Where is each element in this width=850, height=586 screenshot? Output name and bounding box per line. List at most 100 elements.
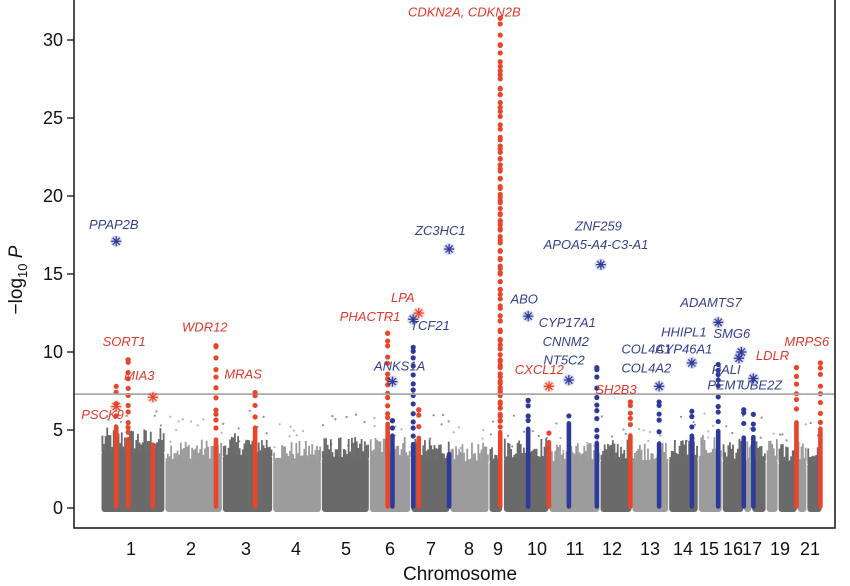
band-spike: [431, 449, 434, 460]
x-tick-label: 11: [566, 539, 585, 559]
snp-point: [679, 415, 683, 418]
band-spike: [766, 450, 769, 460]
locus-snp-point: [793, 406, 800, 412]
snp-point: [155, 410, 158, 413]
band-spike: [433, 445, 436, 460]
snp-point: [373, 417, 376, 420]
band-spike: [475, 460, 478, 463]
band-spike: [175, 453, 177, 460]
locus-snp-point: [213, 417, 219, 423]
lead-snp-star-ray: [148, 393, 157, 402]
locus-snp-point: [497, 104, 503, 111]
x-tick-label: 6: [385, 539, 395, 559]
locus-snp-point: [213, 355, 219, 361]
locus-snp-point: [416, 412, 422, 418]
band-spike: [122, 446, 125, 452]
band-spike: [705, 449, 708, 458]
band-spike: [580, 454, 582, 463]
x-tick-label: 7: [426, 539, 436, 559]
locus-snp-point: [410, 425, 416, 431]
band-spike: [439, 444, 442, 460]
band-spike: [486, 454, 489, 463]
snp-point: [175, 428, 178, 431]
band-spike: [435, 448, 437, 460]
band-spike: [778, 448, 781, 463]
locus-column-bar: [751, 434, 756, 509]
locus-snp-point: [497, 318, 503, 324]
band-spike: [265, 439, 268, 456]
locus-snp-point: [566, 413, 572, 419]
snp-point: [489, 433, 492, 436]
locus-snp-point: [497, 143, 503, 149]
locus-snp-point: [410, 363, 416, 369]
band-spike: [312, 454, 315, 462]
band-spike: [538, 456, 541, 459]
locus-snp-point: [410, 387, 416, 393]
band-spike: [224, 445, 227, 456]
band-spike: [640, 449, 643, 462]
locus-column-bar: [252, 425, 258, 509]
locus-snp-point: [410, 344, 416, 350]
locus-column-bar: [628, 433, 633, 509]
band-spike: [642, 460, 645, 462]
band-spike: [555, 444, 558, 463]
band-spike: [424, 440, 426, 460]
band-spike: [243, 443, 246, 456]
band-spike: [482, 442, 484, 463]
band-spike: [226, 454, 228, 456]
band-spike: [562, 452, 565, 463]
band-spike: [290, 442, 293, 462]
band-spike: [168, 456, 171, 460]
band-spike: [162, 433, 165, 452]
locus-snp-point: [497, 271, 503, 277]
locus-snp-point: [213, 411, 219, 417]
locus-snp-point: [715, 372, 721, 378]
gene-label: SH2B3: [595, 382, 637, 397]
band-spike: [379, 441, 382, 458]
x-tick-label: 2: [186, 539, 196, 559]
band-spike: [381, 452, 383, 458]
band-body: [165, 458, 222, 512]
snp-point: [725, 425, 728, 428]
locus-column: [385, 330, 391, 509]
x-tick-label: 4: [291, 539, 301, 559]
locus-snp-point: [497, 100, 503, 106]
locus-column-bar: [566, 421, 572, 509]
locus-snp-point: [410, 372, 416, 378]
band-spike: [120, 432, 123, 452]
locus-snp-point: [497, 342, 503, 348]
band-spike: [673, 440, 676, 459]
band-spike: [669, 457, 671, 459]
band-spike: [748, 447, 751, 462]
band-spike: [602, 450, 604, 460]
band-spike: [407, 455, 409, 458]
locus-column: [715, 361, 721, 509]
lead-snp-star-ray: [112, 402, 121, 411]
gene-label: SORT1: [103, 334, 146, 349]
x-tick-label: 16: [723, 539, 743, 559]
locus-snp-point: [715, 409, 721, 415]
locus-column: [416, 407, 422, 509]
band-spike: [532, 449, 535, 459]
band-spike: [678, 445, 681, 459]
band-spike: [207, 446, 210, 460]
locus-column-bar: [385, 421, 390, 509]
band-spike: [477, 443, 480, 463]
band-spike: [420, 454, 423, 460]
band-spike: [176, 450, 179, 460]
y-axis-title-subscript: 10: [15, 264, 30, 278]
band-spike: [135, 439, 138, 452]
locus-snp-point: [817, 371, 824, 377]
band-spike: [494, 454, 497, 462]
locus-snp-point: [594, 434, 600, 440]
band-spike: [447, 441, 450, 460]
band-spike: [159, 428, 162, 452]
lead-snp-star: [146, 391, 159, 404]
band-spike: [106, 427, 109, 452]
band-spike: [173, 453, 176, 460]
x-tick-label: 19: [770, 539, 790, 559]
gene-label: CXCL12: [515, 362, 565, 377]
lead-snp-star-ray: [749, 374, 758, 383]
snp-point: [481, 437, 484, 440]
band-spike: [292, 454, 295, 462]
